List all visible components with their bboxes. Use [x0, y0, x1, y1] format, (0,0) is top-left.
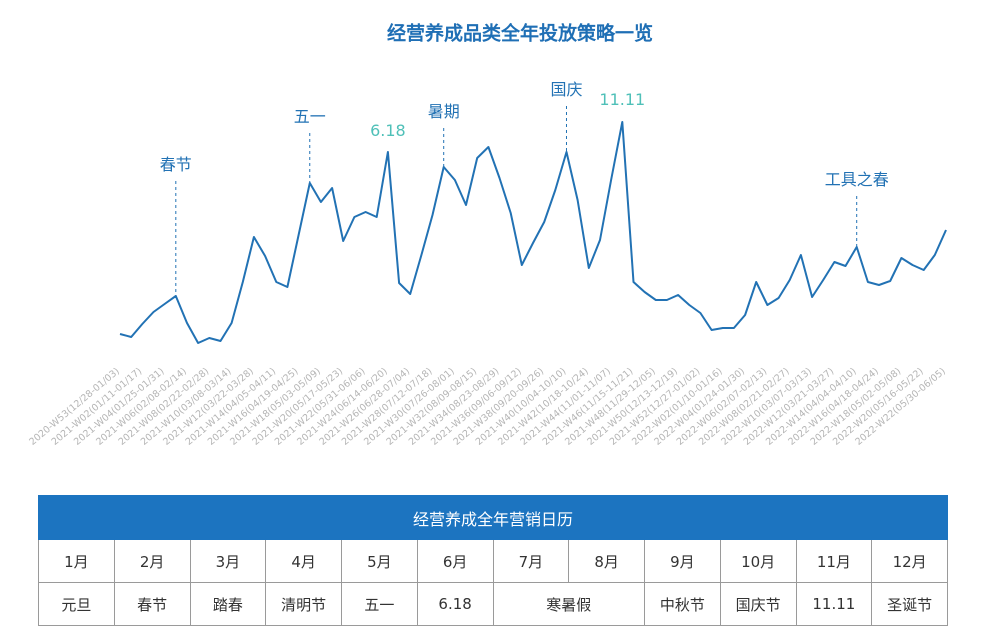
month-cell: 10月 [719, 539, 797, 583]
chart-title: 经营养成品类全年投放策略一览 [387, 22, 653, 45]
month-cell: 6月 [416, 539, 494, 583]
data-line [119, 121, 947, 344]
annotation-label: 国庆 [550, 80, 582, 99]
month-cell: 11月 [795, 539, 873, 583]
chart: 经营养成品类全年投放策略一览 2020-W53(12/28-01/03)2021… [27, 22, 948, 448]
table-title: 经营养成全年营销日历 [38, 495, 948, 540]
annotation-label: 工具之春 [825, 170, 889, 189]
event-cell: 踏春 [189, 582, 267, 626]
annotation-label: 11.11 [599, 90, 645, 109]
event-cell: 元旦 [38, 582, 115, 626]
annotation-label: 春节 [160, 155, 192, 174]
event-cell: 6.18 [416, 582, 494, 626]
event-cell: 寒暑假 [492, 582, 645, 626]
month-cell: 3月 [189, 539, 267, 583]
month-cell: 4月 [265, 539, 342, 583]
annotation-label: 五一 [294, 107, 326, 126]
annotation-label: 暑期 [428, 102, 460, 121]
month-cell: 5月 [341, 539, 418, 583]
event-cell: 春节 [113, 582, 191, 626]
month-cell: 12月 [871, 539, 948, 583]
event-cell: 清明节 [265, 582, 342, 626]
event-cell: 中秋节 [644, 582, 721, 626]
annotation-label: 6.18 [370, 121, 406, 140]
event-cell: 五一 [341, 582, 418, 626]
calendar-table: 经营养成全年营销日历 1月 2月 3月 4月 5月 6月 7月 8月 9月 10月 11月 12月 元旦… [38, 495, 948, 626]
month-cell: 8月 [568, 539, 645, 583]
month-cell: 2月 [113, 539, 191, 583]
event-cell: 圣诞节 [871, 582, 948, 626]
month-cell: 9月 [644, 539, 721, 583]
event-cell: 11.11 [795, 582, 873, 626]
event-row: 元旦 春节 踏春 清明节 五一 6.18 寒暑假 中秋节 国庆节 11.11 圣诞节 [38, 582, 948, 626]
month-cell: 7月 [492, 539, 570, 583]
month-row: 1月 2月 3月 4月 5月 6月 7月 8月 9月 10月 11月 12月 [38, 539, 948, 583]
event-cell: 国庆节 [719, 582, 797, 626]
month-cell: 1月 [38, 539, 115, 583]
